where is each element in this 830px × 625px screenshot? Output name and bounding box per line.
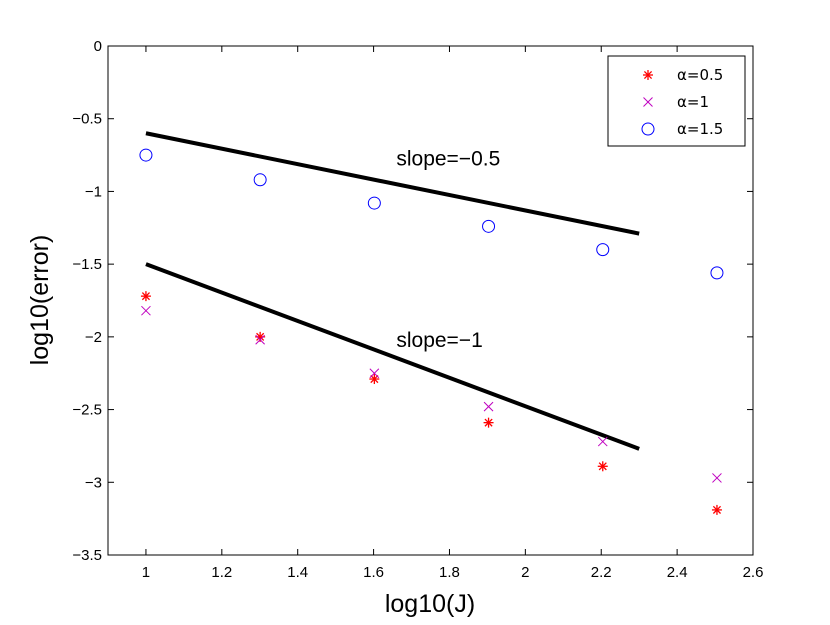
- axis-tick-labels: 1 1.2 1.4 1.6 1.8 2 2.2 2.4 2.6 0 −0.5 −1 −1.5 −2 −2.5…: [72, 38, 763, 581]
- x-tick-label: 2.2: [591, 564, 612, 581]
- slope-annotation: slope=−0.5: [396, 147, 500, 170]
- x-tick-label: 2: [521, 564, 529, 581]
- data-point-circle: [710, 266, 724, 280]
- y-tick-label: −1: [85, 183, 102, 200]
- data-point-x: [597, 436, 608, 447]
- y-tick-label: −2: [85, 329, 102, 346]
- x-tick-label: 1: [142, 564, 150, 581]
- x-tick-label: 2.6: [743, 564, 764, 581]
- y-tick-label: −3: [85, 474, 102, 491]
- data-point-circle: [139, 148, 153, 162]
- data-point-circle: [596, 243, 610, 257]
- slope-annotation: slope=−1: [396, 329, 482, 352]
- legend: α=0.5 α=1 α=1.5: [607, 55, 746, 147]
- data-point-x: [369, 368, 380, 379]
- y-tick-label: −0.5: [72, 111, 102, 128]
- data-point-asterisk: [140, 291, 151, 302]
- data-point-circle: [253, 173, 267, 187]
- x-tick-label: 1.8: [439, 564, 460, 581]
- annotations: slope=−0.5 slope=−1: [396, 147, 500, 352]
- legend-label: α=1.5: [677, 120, 723, 138]
- y-tick-label: 0: [94, 38, 102, 55]
- x-axis-label: log10(J): [385, 590, 475, 618]
- legend-marker-asterisk: [643, 70, 653, 80]
- legend-box: [607, 55, 746, 147]
- legend-label: α=0.5: [677, 66, 723, 84]
- reference-line: [145, 262, 640, 451]
- data-point-x: [141, 305, 151, 316]
- y-tick-label: −3.5: [72, 547, 102, 564]
- x-tick-label: 1.4: [287, 564, 308, 581]
- legend-marker-x: [643, 97, 653, 107]
- data-point-x: [712, 473, 722, 483]
- y-tick-label: −1.5: [72, 256, 102, 273]
- data-point-x: [255, 334, 265, 345]
- x-tick-label: 1.2: [211, 564, 232, 581]
- data-point-circle: [367, 196, 381, 210]
- data-point-asterisk: [369, 374, 380, 385]
- y-axis-label: log10(error): [26, 235, 54, 366]
- y-tick-label: −2.5: [72, 402, 102, 419]
- data-markers: [139, 148, 724, 515]
- data-point-asterisk: [483, 417, 494, 428]
- data-point-asterisk: [597, 461, 608, 472]
- reference-line: [145, 131, 640, 236]
- legend-marker-circle: [641, 122, 655, 136]
- legend-label: α=1: [677, 93, 709, 111]
- data-point-circle: [482, 219, 496, 233]
- x-tick-label: 1.6: [363, 564, 384, 581]
- data-point-x: [483, 401, 494, 412]
- data-point-asterisk: [711, 504, 722, 515]
- reference-lines: [145, 131, 640, 451]
- axis-ticks: [108, 45, 754, 556]
- x-tick-label: 2.4: [667, 564, 688, 581]
